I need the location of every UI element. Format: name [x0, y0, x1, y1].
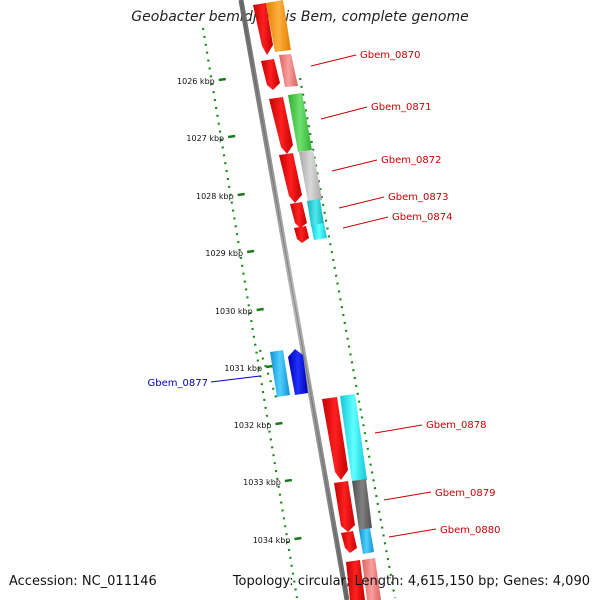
cds-feature [261, 59, 280, 90]
cds-feature [253, 3, 273, 55]
cds-feature [340, 394, 367, 482]
genome-summary: Topology: circular; Length: 4,615,150 bp… [232, 574, 590, 589]
tick-label: 1031 kbp [224, 364, 262, 373]
tick-mark [294, 536, 302, 541]
gene-label[interactable]: Gbem_0870 [360, 50, 420, 61]
cds-feature [279, 54, 298, 87]
genes-label: Genes: [503, 574, 549, 589]
gene-leader-line [320, 106, 368, 120]
cds-feature [341, 531, 357, 553]
cds-feature [270, 350, 290, 397]
cds-feature [352, 479, 372, 530]
cds-feature [288, 349, 308, 395]
gene-labels: Gbem_0870 Gbem_0871 Gbem_0872 Gbem_0873 Gbem… [148, 50, 500, 538]
tick-mark [275, 421, 283, 426]
gene-features [253, 0, 381, 600]
cds-feature [279, 153, 302, 203]
cds-feature [346, 560, 365, 600]
gene-label[interactable]: Gbem_0872 [381, 155, 441, 166]
gene-leader-line [374, 424, 423, 434]
length-value: 4,615,150 bp [407, 574, 495, 589]
tick-mark [246, 249, 255, 254]
topology-value: circular [297, 574, 346, 589]
cds-feature [359, 528, 374, 554]
gene-leader-line [388, 528, 437, 538]
cds-feature [266, 0, 291, 52]
tick-mark [227, 134, 236, 139]
cds-feature [294, 226, 309, 243]
gene-leader-line [383, 491, 432, 501]
tick-marks [218, 77, 302, 541]
tick-label: 1026 kbp [177, 77, 215, 86]
slot-guides [201, 27, 397, 599]
tick-label: 1030 kbp [215, 307, 253, 316]
cds-feature [288, 93, 312, 152]
gene-label[interactable]: Gbem_0873 [388, 192, 448, 203]
cds-feature [299, 150, 322, 202]
gene-label[interactable]: Gbem_0871 [371, 102, 431, 113]
genes-value: 4,090 [552, 574, 590, 589]
accession-info: Accession: NC_011146 [9, 574, 157, 589]
gene-leader-line [310, 54, 357, 67]
gene-leader-line [338, 196, 385, 209]
tick-label: 1027 kbp [186, 134, 224, 143]
tick-label: 1032 kbp [234, 421, 272, 430]
accession-value: NC_011146 [81, 574, 157, 589]
tick-label: 1033 kbp [243, 478, 281, 487]
gene-leader-line [342, 216, 389, 229]
tick-mark [218, 77, 226, 82]
cds-feature [290, 202, 307, 228]
tick-label: 1028 kbp [196, 192, 234, 201]
cds-feature [311, 223, 327, 240]
cds-feature [334, 481, 355, 532]
gene-label[interactable]: Gbem_0879 [435, 488, 495, 499]
tick-mark [237, 192, 245, 197]
inner-slot-guide-left [258, 349, 279, 401]
cds-feature [269, 97, 293, 154]
tick-label: 1034 kbp [253, 536, 291, 545]
tick-mark [265, 364, 274, 369]
gene-label[interactable]: Gbem_0880 [440, 525, 500, 536]
outer-tick-guide [201, 27, 299, 599]
gene-leader-line [210, 375, 261, 383]
accession-label: Accession: [9, 574, 78, 589]
gene-leader-line [331, 159, 378, 172]
inner-slot-guide-right [298, 77, 397, 599]
gene-label[interactable]: Gbem_0878 [426, 420, 486, 431]
tick-mark [284, 478, 293, 483]
tick-mark [256, 307, 264, 312]
topology-label: Topology: [232, 574, 294, 589]
tick-labels: 1026 kbp 1027 kbp 1028 kbp 1029 kbp 1030 kbp… [177, 77, 290, 545]
cds-feature [362, 558, 381, 600]
map-title: Geobacter bemidjiensis Bem, complete gen… [131, 9, 469, 25]
cds-feature [307, 199, 324, 226]
backbone [238, 0, 350, 600]
gene-label[interactable]: Gbem_0874 [392, 212, 452, 223]
gene-label[interactable]: Gbem_0877 [148, 378, 208, 389]
length-label: Length: [354, 574, 404, 589]
cds-feature [322, 397, 348, 480]
tick-label: 1029 kbp [205, 249, 243, 258]
